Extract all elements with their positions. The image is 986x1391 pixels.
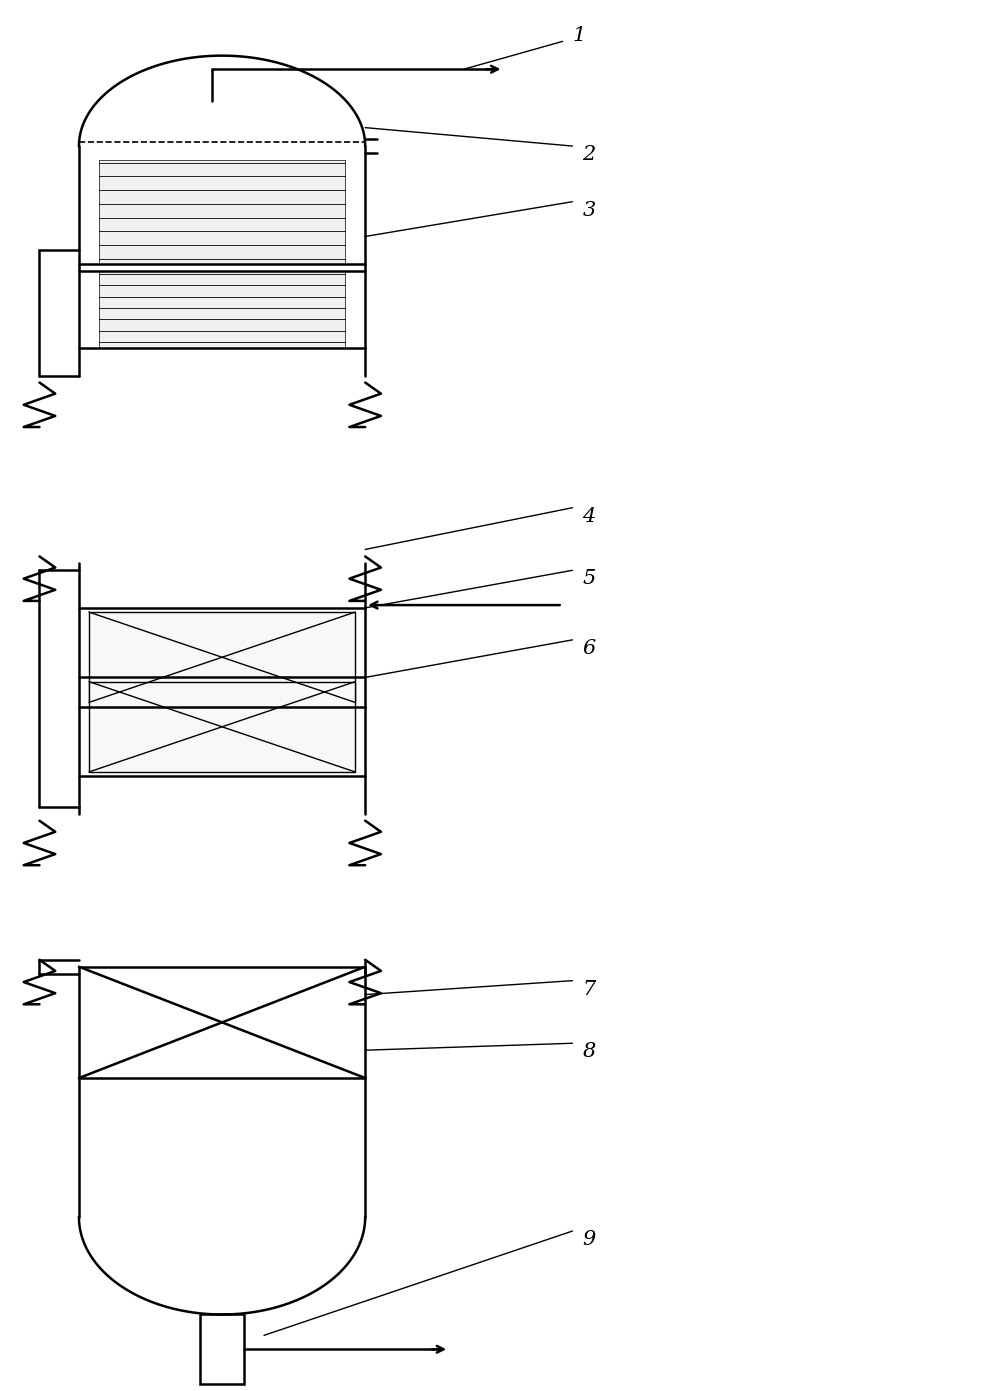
Text: 7: 7 [582, 979, 595, 999]
Bar [99, 160, 345, 264]
Text: 3: 3 [582, 200, 595, 220]
Text: 1: 1 [572, 26, 585, 46]
Text: 6: 6 [582, 638, 595, 658]
Text: 5: 5 [582, 569, 595, 588]
Bar [199, 1314, 245, 1384]
Bar [99, 271, 345, 348]
Bar [89, 612, 355, 702]
Text: 4: 4 [582, 506, 595, 526]
Text: 9: 9 [582, 1230, 595, 1249]
Text: 8: 8 [582, 1042, 595, 1061]
Bar [89, 682, 355, 772]
Text: 2: 2 [582, 145, 595, 164]
